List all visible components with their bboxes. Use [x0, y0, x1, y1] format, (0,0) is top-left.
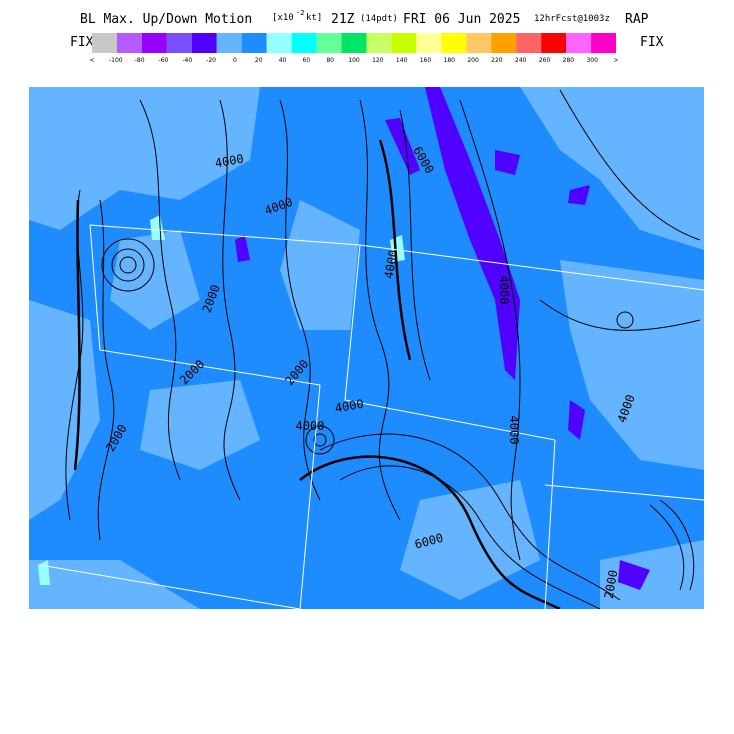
contour-label: 4000 [382, 249, 401, 280]
strong-updraft [235, 87, 650, 590]
legend-label: -20 [206, 57, 216, 64]
legend-label: 100 [348, 57, 360, 64]
legend-swatch [441, 33, 467, 53]
legend-label: 180 [444, 57, 456, 64]
legend-swatch [516, 33, 542, 53]
legend-swatch [566, 33, 592, 53]
legend-swatch [591, 33, 616, 53]
legend-swatch [241, 33, 267, 53]
legend-label: 160 [420, 57, 432, 64]
legend-swatch [391, 33, 417, 53]
model: RAP [625, 12, 649, 27]
legend-label: 20 [255, 57, 263, 64]
legend-label: 280 [563, 57, 575, 64]
light-shading [29, 87, 704, 609]
local-time: (14pdt) [360, 14, 398, 24]
color-legend: < -100 -80 -60 -40 -20 0 20 40 60 80 100 120 140 160 18… [89, 33, 619, 64]
borders [39, 224, 704, 609]
contour-label: 2000 [602, 569, 621, 600]
contour-label: 4000 [507, 416, 521, 445]
contour-label: 4000 [296, 419, 325, 433]
legend-swatch [92, 33, 117, 53]
legend-label: < [89, 57, 94, 64]
legend-swatch [341, 33, 367, 53]
legend-label: 260 [539, 57, 551, 64]
valid-time: 21Z [331, 12, 355, 27]
date: FRI 06 Jun 2025 [403, 12, 520, 27]
legend-swatch [191, 33, 217, 53]
legend-swatch [416, 33, 442, 53]
units-close: kt] [306, 13, 322, 23]
legend-swatch [266, 33, 292, 53]
title: BL Max. Up/Down Motion [80, 12, 252, 27]
legend-fix-right: FIX [640, 35, 664, 50]
legend-swatch [166, 33, 192, 53]
legend-swatch [491, 33, 517, 53]
legend-swatch [116, 33, 142, 53]
contour-label: 4000 [214, 152, 245, 171]
legend-swatch [316, 33, 342, 53]
legend-label: 240 [515, 57, 527, 64]
legend-label: 0 [233, 57, 237, 64]
legend-label: -40 [182, 57, 192, 64]
units-open: [x10 [272, 13, 294, 23]
legend-label: 140 [396, 57, 408, 64]
legend-swatch [366, 33, 392, 53]
legend-label: -60 [159, 57, 169, 64]
legend-label: 40 [279, 57, 287, 64]
legend-label: 60 [303, 57, 311, 64]
legend-label: 300 [586, 57, 598, 64]
legend-swatch [291, 33, 317, 53]
legend-label: 220 [491, 57, 503, 64]
legend-swatch [541, 33, 567, 53]
thick-contours [73, 139, 561, 609]
contour-label: 4000 [334, 397, 365, 416]
contour-label: 4000 [497, 276, 511, 305]
legend-label: 200 [467, 57, 479, 64]
units-exponent: -2 [296, 9, 304, 17]
legend-label: -100 [109, 57, 123, 64]
legend-swatch [216, 33, 242, 53]
legend-label: > [613, 57, 618, 64]
legend-swatch [466, 33, 492, 53]
legend-label: -80 [135, 57, 145, 64]
legend-label: 120 [372, 57, 384, 64]
legend-fix-left: FIX [70, 35, 94, 50]
forecast: 12hrFcst@1003z [534, 14, 610, 24]
legend-label: 80 [326, 57, 334, 64]
legend-swatch [141, 33, 167, 53]
